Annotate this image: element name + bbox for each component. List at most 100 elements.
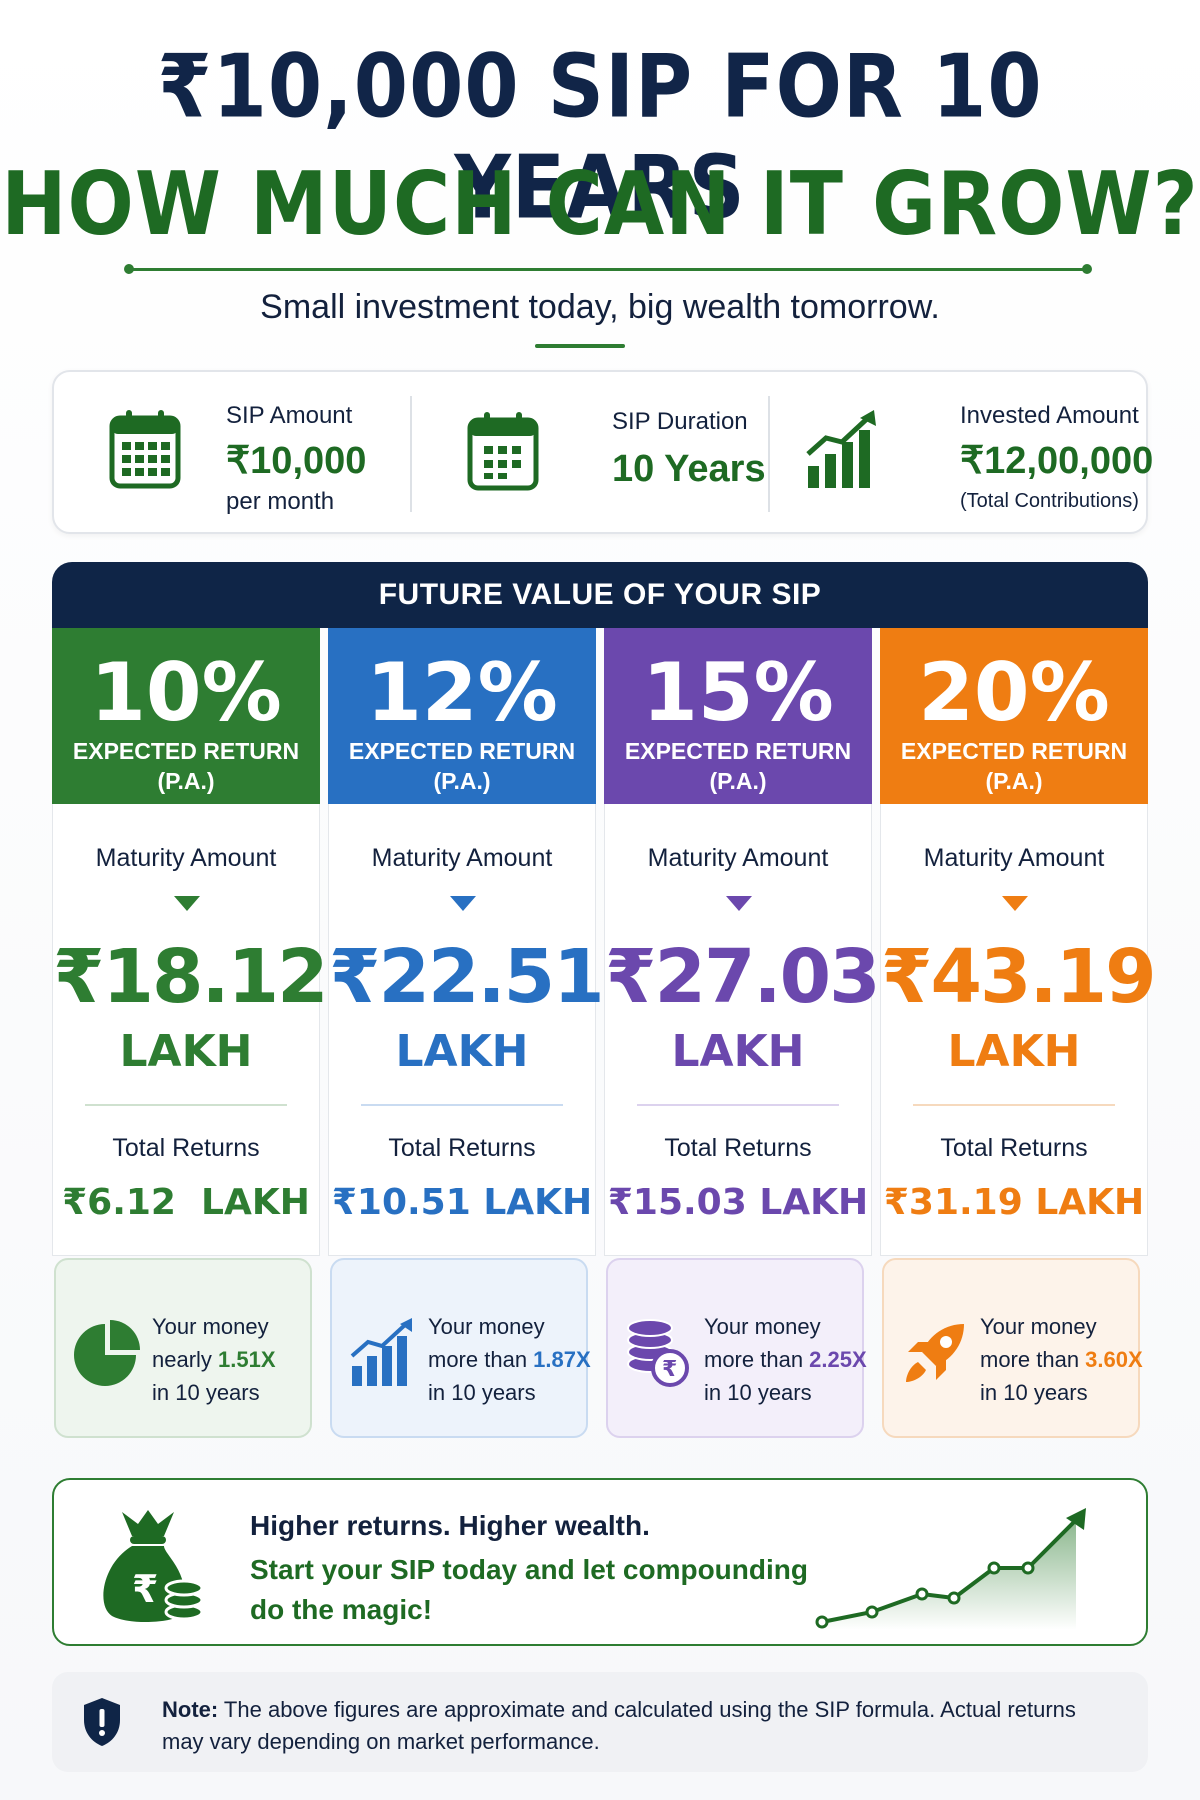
expected-return-label: EXPECTED RETURN [348, 738, 576, 764]
money-bag-icon: ₹ [103, 1510, 204, 1622]
multiplier-line3: in 10 years [704, 1380, 812, 1405]
summary-note: per month [226, 488, 335, 515]
summary-divider [410, 396, 412, 512]
multiplier-line3: in 10 years [152, 1380, 260, 1405]
total-returns-label: Total Returns [940, 1134, 1088, 1162]
down-arrow-icon [726, 896, 752, 911]
summary-value: ₹12,00,000 [960, 440, 1154, 482]
maturity-value: ₹27.03 [605, 934, 881, 1020]
expected-return-label: EXPECTED RETURN [72, 738, 300, 764]
maturity-label: Maturity Amount [923, 844, 1105, 872]
multiplier-line2: more than 1.87X [428, 1343, 591, 1376]
total-returns-value: ₹15.03 LAKH [607, 1182, 869, 1223]
maturity-unit: LAKH [119, 1026, 253, 1077]
summary-note: (Total Contributions) [960, 490, 1139, 512]
return-rate-header: 12% EXPECTED RETURN (P.A.) [328, 628, 596, 804]
title-divider [124, 264, 1092, 274]
return-rate: 10% [90, 646, 282, 739]
multiplier-line1: Your money [152, 1314, 269, 1339]
note-label: Note: [162, 1697, 219, 1722]
summary-value: ₹10,000 [226, 440, 367, 482]
multiplier-prefix: more than [428, 1347, 534, 1372]
expected-return-label: EXPECTED RETURN [624, 738, 852, 764]
multiplier-line1: Your money [428, 1314, 545, 1339]
multiplier-text: Your money more than 1.87X in 10 years [428, 1310, 591, 1409]
cta-card: ₹ Higher returns. Higher wealth. Start y… [52, 1478, 1148, 1646]
column-divider [361, 1104, 563, 1106]
maturity-value: ₹22.51 [329, 934, 605, 1020]
column-divider [85, 1104, 287, 1106]
total-returns-label: Total Returns [112, 1134, 260, 1162]
summary-label: SIP Duration [612, 408, 748, 435]
total-returns-value: ₹31.19 LAKH [883, 1182, 1145, 1223]
multiplier-text: Your money more than 2.25X in 10 years [704, 1310, 867, 1409]
down-arrow-icon [450, 896, 476, 911]
return-rate-header: 10% EXPECTED RETURN (P.A.) [52, 628, 320, 804]
disclaimer-note: Note: The above figures are approximate … [52, 1672, 1148, 1772]
summary-sip-duration: SIP Duration 10 Years [412, 372, 768, 536]
multiplier-line3: in 10 years [428, 1380, 536, 1405]
down-arrow-icon [1002, 896, 1028, 911]
down-arrow-icon [174, 896, 200, 911]
return-column-body: Maturity Amount ₹18.12 LAKH Total Returns ₹6… [52, 804, 329, 1256]
multiplier-line1: Your money [980, 1314, 1097, 1339]
multiplier-text: Your money nearly 1.51X in 10 years [152, 1310, 276, 1409]
multiplier-value: 3.60X [1085, 1347, 1143, 1372]
summary-value: 10 Years [612, 448, 766, 490]
return-column-body: Maturity Amount ₹43.19 LAKH Total Returns ₹3… [880, 804, 1157, 1256]
page-title-line1: ₹10,000 SIP FOR 10 YEARS [157, 37, 1043, 239]
multiplier-line2: more than 2.25X [704, 1343, 867, 1376]
svg-text:₹: ₹ [662, 1357, 677, 1382]
total-returns-value: ₹10.51 LAKH [331, 1182, 593, 1223]
return-column: 15% EXPECTED RETURN (P.A.) Maturity Amount ₹… [604, 628, 881, 1256]
total-returns-value: ₹6.12 LAKH [62, 1182, 310, 1223]
multiplier-card: Your money more than 3.60X in 10 years [882, 1258, 1143, 1438]
per-annum-label: (P.A.) [709, 768, 767, 794]
return-rate: 12% [366, 646, 558, 739]
summary-divider [768, 396, 770, 512]
return-column: 20% EXPECTED RETURN (P.A.) Maturity Amount ₹… [880, 628, 1157, 1256]
note-body: The above figures are approximate and ca… [162, 1697, 1076, 1754]
total-returns-label: Total Returns [388, 1134, 536, 1162]
coin-stack-icon: ₹ [627, 1319, 689, 1387]
return-column-body: Maturity Amount ₹27.03 LAKH Total Returns ₹1… [604, 804, 881, 1256]
summary-label: SIP Amount [226, 402, 353, 429]
future-value-heading: FUTURE VALUE OF YOUR SIP [52, 562, 1148, 628]
multiplier-line2: nearly 1.51X [152, 1343, 276, 1376]
maturity-value: ₹43.19 [881, 934, 1157, 1020]
return-rate-header: 20% EXPECTED RETURN (P.A.) [880, 628, 1148, 804]
maturity-unit: LAKH [395, 1026, 529, 1077]
return-column: 10% EXPECTED RETURN (P.A.) Maturity Amount ₹… [52, 628, 329, 1256]
multiplier-prefix: more than [704, 1347, 810, 1372]
bar-chart-growth-icon [350, 1318, 412, 1386]
multiplier-prefix: more than [980, 1347, 1086, 1372]
page-subtitle: Small investment today, big wealth tomor… [260, 288, 940, 326]
maturity-value: ₹18.12 [53, 934, 329, 1020]
multiplier-line3: in 10 years [980, 1380, 1088, 1405]
multiplier-card: Your money more than 1.87X in 10 years [330, 1258, 591, 1438]
per-annum-label: (P.A.) [433, 768, 491, 794]
total-returns-label: Total Returns [664, 1134, 812, 1162]
note-text: Note: The above figures are approximate … [162, 1694, 1122, 1758]
maturity-label: Maturity Amount [371, 844, 553, 872]
per-annum-label: (P.A.) [157, 768, 215, 794]
column-divider [637, 1104, 839, 1106]
growth-line-icon [815, 1508, 1086, 1630]
subtitle-divider [535, 344, 625, 348]
maturity-unit: LAKH [947, 1026, 1081, 1077]
multiplier-value: 2.25X [809, 1347, 867, 1372]
maturity-unit: LAKH [671, 1026, 805, 1077]
return-column: 12% EXPECTED RETURN (P.A.) Maturity Amount ₹… [328, 628, 605, 1256]
multiplier-value: 1.51X [218, 1347, 276, 1372]
multiplier-prefix: nearly [152, 1347, 219, 1372]
summary-label: Invested Amount [960, 402, 1139, 429]
shield-alert-icon [84, 1698, 120, 1746]
multiplier-text: Your money more than 3.60X in 10 years [980, 1310, 1143, 1409]
return-column-body: Maturity Amount ₹22.51 LAKH Total Returns ₹1… [328, 804, 605, 1256]
bar-chart-growth-icon [806, 410, 876, 488]
maturity-label: Maturity Amount [95, 844, 277, 872]
svg-text:₹: ₹ [132, 1567, 158, 1611]
cta-headline: Higher returns. Higher wealth. [250, 1510, 650, 1541]
calendar-icon [109, 410, 181, 489]
column-divider [913, 1104, 1115, 1106]
